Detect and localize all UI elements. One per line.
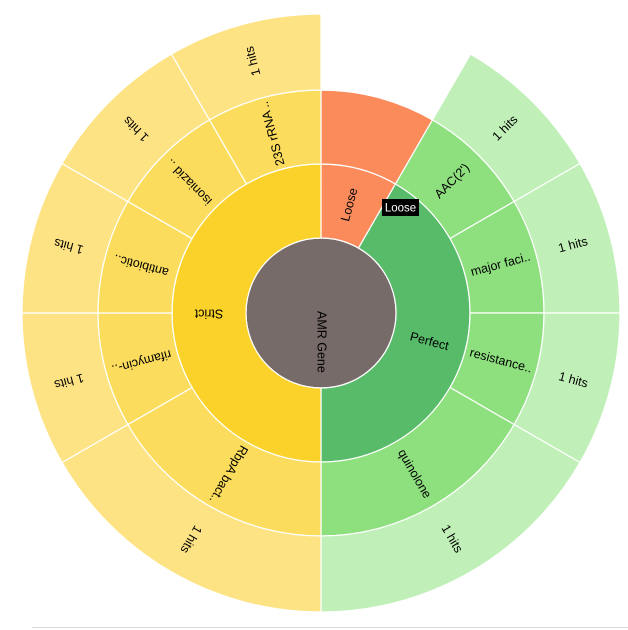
ring1-label-strict-2: Strict — [194, 307, 223, 321]
tooltip: Loose — [382, 199, 419, 216]
tooltip-background — [382, 199, 419, 216]
ring3-segment-1-hits-9[interactable] — [170, 13, 322, 121]
tooltip-label: Loose — [385, 203, 416, 215]
root-label: AMR Gene — [315, 311, 329, 373]
bottom-divider — [32, 627, 628, 628]
